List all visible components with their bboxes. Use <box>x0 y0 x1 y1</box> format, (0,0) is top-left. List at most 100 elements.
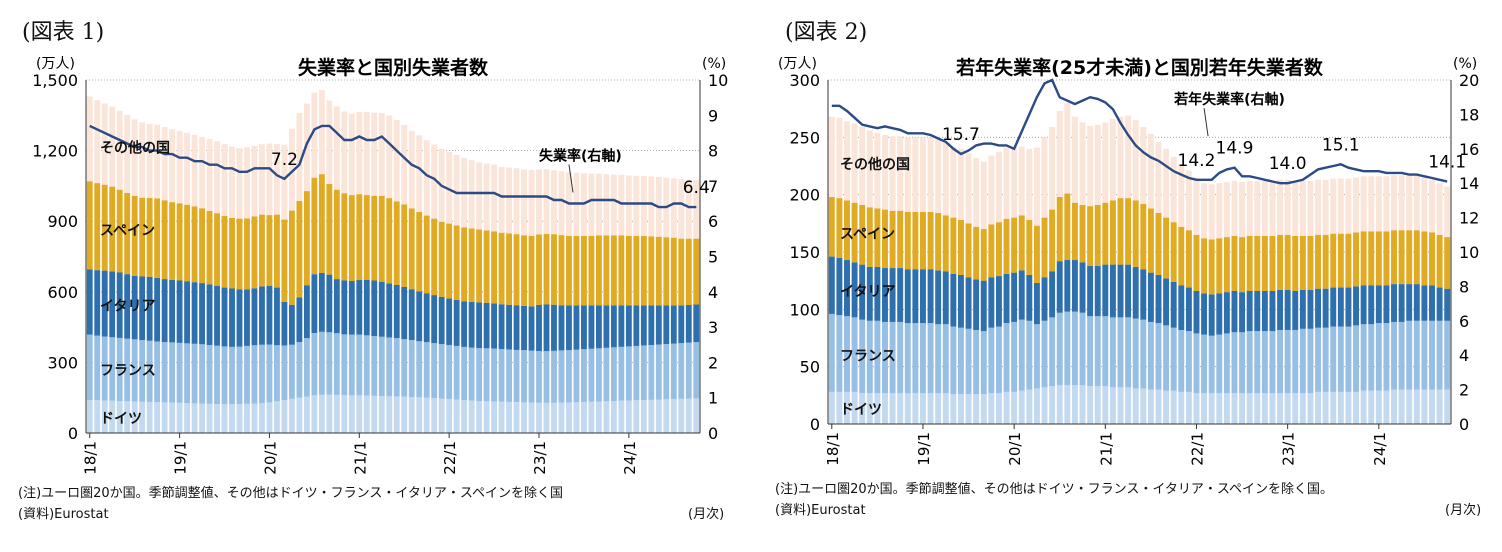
bar-segment <box>236 346 243 405</box>
bar-segment <box>116 110 123 190</box>
bar-segment <box>1345 326 1352 392</box>
bar-segment <box>1132 388 1139 424</box>
bar-segment <box>536 351 542 403</box>
bar-segment <box>408 289 415 341</box>
bar-segment <box>266 344 273 403</box>
bar-segment <box>663 237 670 306</box>
bar-segment <box>573 402 580 433</box>
bar-segment <box>1246 331 1253 394</box>
bar-segment <box>191 134 198 207</box>
bar-segment <box>912 323 919 394</box>
bar-segment <box>1185 287 1192 332</box>
bar-segment <box>259 286 265 345</box>
bar-segment <box>904 393 911 424</box>
rate-line <box>89 124 697 209</box>
bar-segment <box>259 403 265 433</box>
bar-segment <box>581 349 587 402</box>
bar-segment <box>378 112 385 196</box>
bar-segment <box>640 400 647 433</box>
bar-segment <box>551 304 557 351</box>
bar-segment <box>408 208 415 290</box>
bar-segment <box>1246 290 1253 332</box>
bar-segment <box>438 398 445 433</box>
bar-segment <box>169 279 176 343</box>
bar-segment <box>1018 319 1025 391</box>
bar-segment <box>491 348 498 402</box>
bar-segment <box>1391 321 1397 390</box>
bar-segment <box>506 304 512 350</box>
bar-segment <box>957 394 964 424</box>
bar-segment <box>1368 390 1375 424</box>
bar-segment <box>333 394 340 433</box>
bar-segment <box>318 174 325 273</box>
x-axis-tick-label: 19/1 <box>172 441 190 475</box>
bar-segment <box>124 401 131 433</box>
bar-segment <box>882 209 888 269</box>
x-axis-tick-label: 23/1 <box>1280 432 1298 466</box>
bar-segment <box>214 404 220 433</box>
bar-segment <box>356 334 363 396</box>
x-axis-tick-label: 24/1 <box>621 441 639 475</box>
bar-segment <box>513 349 520 403</box>
bar-segment <box>610 235 617 306</box>
bar-segment <box>1026 389 1033 424</box>
bar-segment <box>303 103 310 192</box>
bar-segment <box>1003 273 1010 324</box>
bar-segment <box>618 235 625 306</box>
bar-segment <box>897 321 904 394</box>
bar-segment <box>828 196 835 257</box>
value-annotation: 14.9 <box>1216 139 1254 159</box>
bar-segment <box>633 345 640 401</box>
bar-segment <box>859 204 866 265</box>
bar-segment <box>1246 235 1253 291</box>
bar-segment <box>1299 328 1306 394</box>
bar-segment <box>1360 390 1367 424</box>
bar-segment <box>851 123 858 203</box>
bar-segment <box>214 345 220 405</box>
bar-segment <box>206 284 213 345</box>
bar-segment <box>836 117 843 199</box>
bar-segment <box>139 340 146 402</box>
left-axis-tick-label: 150 <box>789 243 820 262</box>
bar-segment <box>603 305 610 348</box>
right-axis-unit: (%) <box>702 56 726 72</box>
bar-segment <box>1147 133 1154 209</box>
right-axis-tick-label: 12 <box>1459 209 1479 228</box>
bar-segment <box>1277 289 1284 330</box>
bar-segment <box>566 402 572 433</box>
bar-segment <box>633 400 640 433</box>
bar-segment <box>1353 325 1359 392</box>
bar-segment <box>965 277 972 329</box>
bar-segment <box>423 140 430 216</box>
bar-segment <box>1056 385 1063 424</box>
bar-segment <box>1208 393 1215 424</box>
bar-segment <box>1117 387 1124 424</box>
bar-segment <box>1026 219 1033 275</box>
bar-segment <box>1087 316 1094 387</box>
bar-segment <box>1056 196 1063 262</box>
bar-segment <box>1079 204 1086 263</box>
right-axis-tick-label: 5 <box>708 248 718 267</box>
bar-segment <box>836 257 843 316</box>
bar-segment <box>1193 333 1200 394</box>
bar-segment <box>184 204 191 282</box>
bar-segment <box>965 328 972 395</box>
bar-segment <box>1413 284 1420 321</box>
bar-segment <box>221 404 228 433</box>
bar-segment <box>438 344 445 399</box>
bar-segment <box>1132 266 1139 319</box>
bar-segment <box>176 130 183 204</box>
bar-segment <box>131 275 138 340</box>
bar-segment <box>828 313 835 392</box>
series-label: スペイン <box>100 223 155 239</box>
bar-segment <box>1254 180 1261 236</box>
bar-segment <box>1261 393 1268 424</box>
bar-segment <box>423 397 430 433</box>
bar-segment <box>371 280 378 337</box>
bar-segment <box>506 401 512 433</box>
bar-segment <box>648 305 655 345</box>
bar-segment <box>1277 179 1284 235</box>
bar-segment <box>920 269 926 324</box>
bar-segment <box>1383 176 1390 232</box>
bar-segment <box>244 218 250 290</box>
